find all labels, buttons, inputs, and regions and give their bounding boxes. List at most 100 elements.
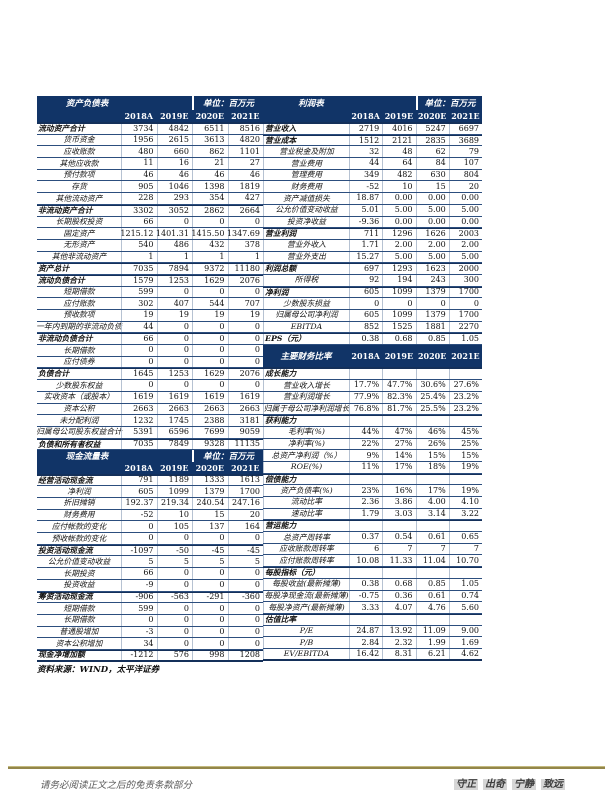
cell-value [448, 416, 482, 426]
cell-value: 1046 [156, 181, 193, 193]
cell-value: 247.16 [227, 498, 264, 509]
cell-value: 0 [227, 345, 264, 356]
cell-value: 5 [156, 556, 193, 568]
row-label: 非流动资产合计 [38, 205, 93, 215]
cell-value: 998 [192, 651, 228, 660]
cell-value: 219.34 [156, 498, 193, 509]
table-row: 短期借款 599 0 0 0 [37, 286, 263, 299]
cell-value: 0 [121, 356, 157, 368]
cell-value: 0 [382, 298, 415, 309]
cell-value: 18.87 [349, 193, 382, 204]
row-label: EBITDA [263, 321, 349, 333]
cell-value: 44 [121, 321, 157, 333]
cell-value: 1379 [192, 486, 228, 497]
unit-label: 单位：百万元 [424, 99, 476, 109]
cell-value: 13.92 [382, 625, 415, 637]
cell-value: 228 [121, 193, 157, 204]
row-label: 投资活动现金流 [38, 545, 93, 555]
cell-value: 0 [156, 638, 193, 649]
cell-value: 1579 [121, 275, 157, 286]
cell-value: 293 [156, 193, 193, 204]
table-row: 长期借款 0 0 0 0 [37, 614, 263, 627]
cell-value: 7849 [156, 439, 193, 450]
cell-value: 0 [121, 380, 157, 391]
cell-value: 18% [415, 461, 449, 473]
row-label: 应付账款周转率 [263, 555, 349, 567]
table-row: 实收资本（或股本） 1619 1619 1619 1619 [37, 391, 263, 404]
cell-value: 1512 [349, 135, 382, 146]
cell-value: 27.6% [448, 380, 482, 391]
cell-value: 9% [349, 450, 382, 461]
table-row: 其他非流动资产 1 1 1 1 [37, 251, 263, 264]
cell-value: 0 [156, 321, 193, 333]
cell-value: 1208 [227, 651, 264, 660]
balance-sheet-title: 资产负债表 [65, 99, 109, 109]
row-label: ROE(%) [263, 461, 349, 473]
cell-value: 354 [192, 193, 228, 204]
table-row: 非流动资产合计 3302 3052 2862 2664 [37, 204, 263, 217]
row-label: 投资收益 [63, 580, 95, 590]
cash-flow-unit-block: 单位：百万元 [192, 450, 263, 463]
table-row: EV/EBITDA 16.42 8.31 6.21 4.62 [263, 648, 482, 661]
cell-value: 1099 [156, 486, 193, 497]
row-label: 其他非流动资产 [51, 252, 107, 261]
cell-value: 0.36 [382, 590, 415, 602]
cell-value: -563 [156, 592, 193, 603]
cell-value: 0.54 [382, 532, 415, 543]
cell-value: 0 [192, 568, 228, 579]
cell-value: 20 [448, 181, 482, 193]
table-row: 资产减值损失 18.87 0.00 0.00 0.00 [263, 193, 482, 205]
cash-flow-body: 经营活动现金流 791 1189 1333 1613 净利润 605 1099 1379 1700… [37, 474, 264, 662]
cell-value: 1700 [227, 486, 264, 497]
cell-value: 1700 [448, 287, 482, 298]
cell-value: 243 [415, 274, 449, 286]
balance-sheet-title-block: 资产负债表 [37, 96, 192, 110]
cell-value: 64 [382, 158, 415, 169]
income-statement-title: 利润表 [298, 99, 324, 109]
row-label: 资产负债率(%) [263, 485, 349, 497]
cell-value [382, 521, 415, 532]
row-label: 总资产净利润（%） [263, 450, 349, 461]
row-label: 所得税 [263, 274, 349, 286]
table-row: 净利润 605 1099 1379 1700 [263, 286, 482, 299]
cell-value [349, 474, 382, 485]
cell-value: 8516 [227, 124, 264, 134]
motto-word: 宁静 [512, 779, 536, 790]
cash-flow-title-block: 现金流量表 [37, 450, 192, 463]
cell-value: 0.38 [349, 334, 382, 345]
cell-value: 3.14 [415, 508, 449, 520]
row-label: 资产减值损失 [263, 193, 349, 204]
cell-value: 804 [448, 169, 482, 181]
row-label: P/E [263, 625, 349, 637]
year-column-header: 2020E [417, 111, 447, 121]
row-label: 每股指标（元） [263, 568, 349, 578]
table-row: 长期投资 66 0 0 0 [37, 568, 263, 580]
cell-value: 9372 [192, 264, 228, 274]
year-column-header: 2018A [351, 351, 380, 362]
cell-value: 20 [227, 509, 264, 521]
balance-sheet-title-row: 资产负债表 单位：百万元 [37, 96, 263, 110]
cell-value: 0 [156, 216, 193, 228]
table-row: 应收账款周转率 6 7 7 7 [263, 543, 482, 556]
cell-value: 62 [415, 146, 449, 158]
cell-value: 7 [448, 543, 482, 555]
cell-value: 6 [349, 543, 382, 555]
cell-value: -906 [121, 592, 157, 603]
cell-value: 25.4% [415, 391, 449, 403]
cell-value: 0.37 [349, 532, 382, 543]
table-row: 非流动负债合计 66 0 0 0 [37, 333, 263, 346]
cell-value: 0 [192, 603, 228, 614]
cell-value [448, 369, 482, 380]
row-label: 营业利润 [263, 229, 349, 239]
cell-value: 5 [192, 556, 228, 568]
table-row: 每股收益(最新摊薄) 0.38 0.68 0.85 1.05 [263, 578, 482, 591]
table-row: 公允价值变动收益 5.01 5.00 5.00 5.00 [263, 204, 482, 217]
cell-value [415, 521, 449, 532]
cell-value: 11.04 [415, 555, 449, 567]
row-label: 货币资金 [63, 135, 95, 145]
cell-value: 5.00 [448, 204, 482, 216]
row-label: 存货 [71, 181, 87, 191]
cell-value: 2.00 [415, 239, 449, 251]
table-row: 投资活动现金流 -1097 -50 -45 -45 [37, 544, 263, 557]
cell-value: 5.01 [349, 204, 382, 216]
